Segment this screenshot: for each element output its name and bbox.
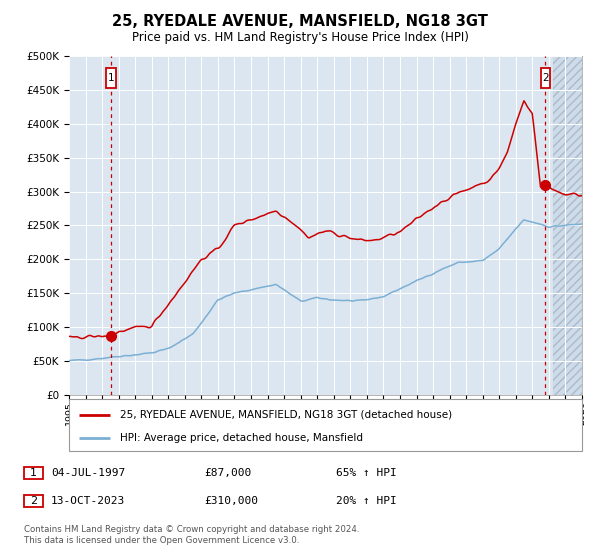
Bar xyxy=(553,56,582,395)
Text: 1: 1 xyxy=(108,73,115,83)
Text: 2: 2 xyxy=(542,73,549,83)
Text: £310,000: £310,000 xyxy=(204,496,258,506)
Text: 25, RYEDALE AVENUE, MANSFIELD, NG18 3GT (detached house): 25, RYEDALE AVENUE, MANSFIELD, NG18 3GT … xyxy=(121,410,452,420)
Text: Contains HM Land Registry data © Crown copyright and database right 2024.
This d: Contains HM Land Registry data © Crown c… xyxy=(24,525,359,545)
Bar xyxy=(106,68,116,88)
Text: 13-OCT-2023: 13-OCT-2023 xyxy=(51,496,125,506)
Bar xyxy=(553,56,582,395)
Text: 1: 1 xyxy=(30,468,37,478)
Text: 04-JUL-1997: 04-JUL-1997 xyxy=(51,468,125,478)
Text: 2: 2 xyxy=(30,496,37,506)
Text: 20% ↑ HPI: 20% ↑ HPI xyxy=(336,496,397,506)
Text: 25, RYEDALE AVENUE, MANSFIELD, NG18 3GT: 25, RYEDALE AVENUE, MANSFIELD, NG18 3GT xyxy=(112,14,488,29)
Text: Price paid vs. HM Land Registry's House Price Index (HPI): Price paid vs. HM Land Registry's House … xyxy=(131,31,469,44)
Bar xyxy=(541,68,550,88)
Text: HPI: Average price, detached house, Mansfield: HPI: Average price, detached house, Mans… xyxy=(121,433,364,443)
Text: £87,000: £87,000 xyxy=(204,468,251,478)
Text: 65% ↑ HPI: 65% ↑ HPI xyxy=(336,468,397,478)
